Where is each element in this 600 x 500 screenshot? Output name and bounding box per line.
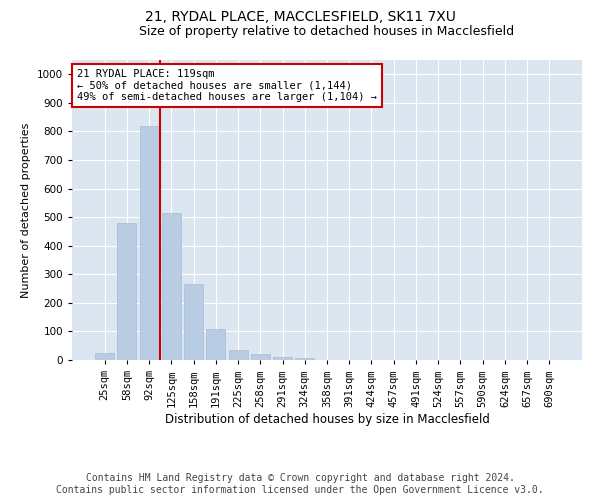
Text: Contains HM Land Registry data © Crown copyright and database right 2024.
Contai: Contains HM Land Registry data © Crown c… [56, 474, 544, 495]
Bar [118, 224, 136, 360]
X-axis label: Distribution of detached houses by size in Macclesfield: Distribution of detached houses by size … [164, 414, 490, 426]
Bar [162, 213, 181, 360]
Bar [95, 353, 114, 360]
Bar [251, 354, 270, 360]
Bar [295, 358, 314, 360]
Bar [229, 350, 248, 360]
Text: 21, RYDAL PLACE, MACCLESFIELD, SK11 7XU: 21, RYDAL PLACE, MACCLESFIELD, SK11 7XU [145, 10, 455, 24]
Bar [273, 357, 292, 360]
Title: Size of property relative to detached houses in Macclesfield: Size of property relative to detached ho… [139, 25, 515, 38]
Text: 21 RYDAL PLACE: 119sqm
← 50% of detached houses are smaller (1,144)
49% of semi-: 21 RYDAL PLACE: 119sqm ← 50% of detached… [77, 69, 377, 102]
Bar [206, 328, 225, 360]
Bar [184, 284, 203, 360]
Bar [140, 126, 158, 360]
Y-axis label: Number of detached properties: Number of detached properties [21, 122, 31, 298]
